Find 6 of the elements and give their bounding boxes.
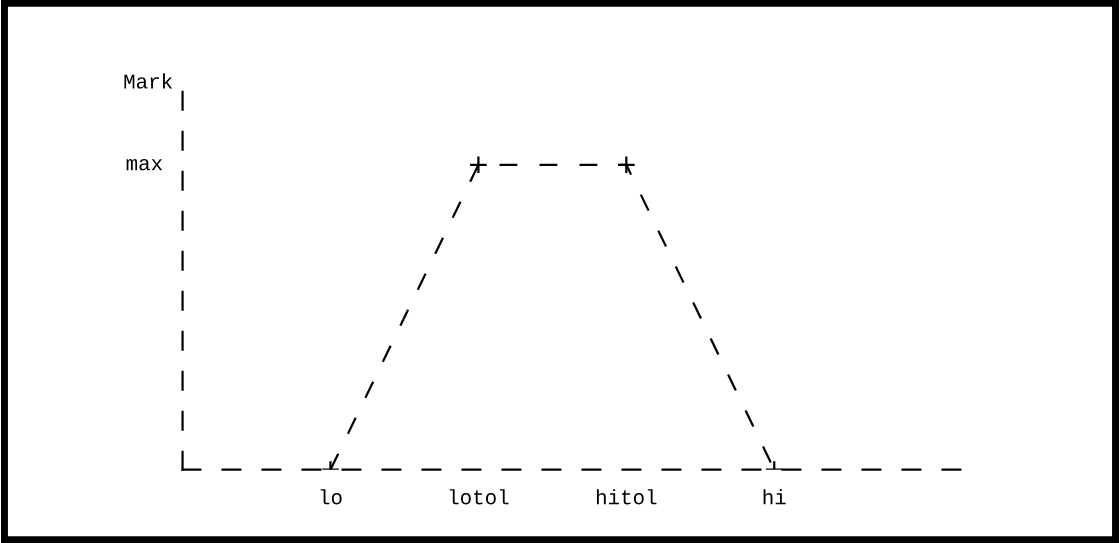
x-tick-label: hi xyxy=(763,489,786,505)
x-tick-label: lotol xyxy=(449,489,509,505)
x-tick-label: hitol xyxy=(596,489,657,505)
y-axis-title: Mark xyxy=(124,73,173,89)
text: max xyxy=(126,158,163,171)
x-tick-label: lo xyxy=(320,489,342,505)
